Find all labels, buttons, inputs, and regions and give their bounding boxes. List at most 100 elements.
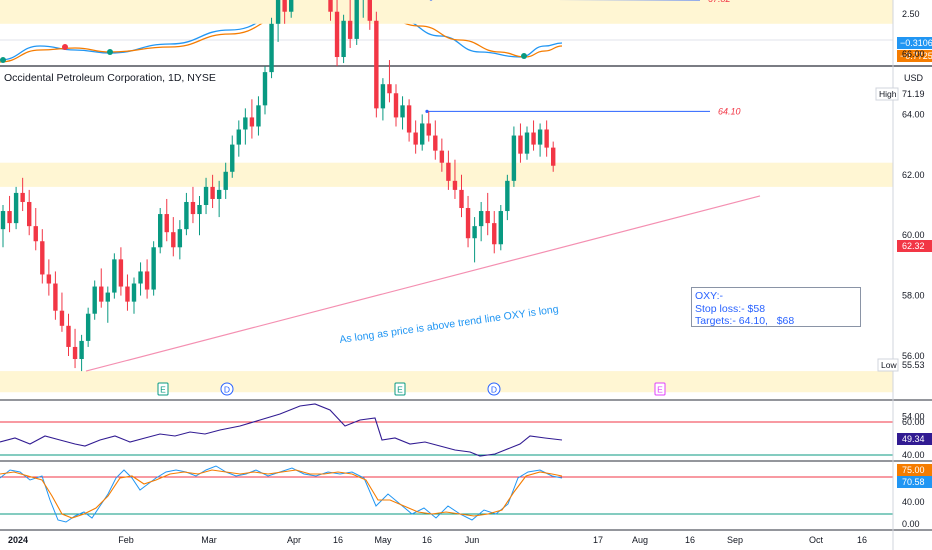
- signal-value-badge: [897, 50, 932, 62]
- candle-body: [85, 313, 91, 341]
- stoch-k-value: 75.00: [902, 465, 925, 475]
- signal-value: −0.7725: [900, 51, 932, 61]
- time-axis[interactable]: 2024 Feb Mar Apr 16 May 16 Jun 17 Aug 16 Sep Oct 16: [8, 535, 867, 545]
- candle-body: [465, 208, 471, 239]
- time-tick-label: Oct: [809, 535, 824, 545]
- stoch-axis-tick: 0.00: [902, 519, 920, 529]
- target-line-anchor: [425, 109, 429, 113]
- time-tick-label: Aug: [632, 535, 648, 545]
- candle-body: [216, 189, 222, 199]
- rsi-value-badge: [897, 433, 932, 445]
- event-marker-label: E: [160, 385, 166, 395]
- candle-body: [426, 123, 431, 136]
- target-line-anchor: [429, 0, 433, 1]
- last-price-badge: [897, 240, 932, 252]
- candle-body: [177, 229, 183, 248]
- rsi-axis-tick: 60.00: [902, 417, 925, 427]
- trend-line[interactable]: [85, 195, 761, 372]
- candle-body: [256, 105, 261, 127]
- candle-body: [498, 211, 503, 245]
- macd-value-badge: [897, 37, 932, 49]
- candle-body: [551, 147, 556, 166]
- candle-body: [13, 192, 19, 224]
- time-tick-label: 16: [333, 535, 343, 545]
- price-tick-label: 64.00: [902, 109, 925, 119]
- dividend-marker: [487, 382, 501, 396]
- candle-body: [289, 0, 294, 12]
- candle-body: [105, 292, 110, 302]
- macd-value: −0.3106: [900, 38, 932, 48]
- candle-body: [380, 84, 386, 109]
- candle-body: [230, 144, 235, 172]
- candle-body: [184, 201, 189, 230]
- rsi-line: [0, 403, 563, 457]
- candle-body: [46, 274, 52, 284]
- candle-body: [164, 214, 169, 233]
- candle-body: [0, 211, 6, 230]
- candle-body: [203, 186, 209, 205]
- candle-body: [210, 186, 215, 199]
- price-pane: 67.82 64.10 As long as price is above tre…: [0, 0, 893, 396]
- candle-body: [459, 189, 464, 209]
- candle-body: [413, 132, 418, 145]
- macd-cross-dot: [521, 53, 527, 59]
- candle-body: [138, 271, 143, 284]
- candle-body: [269, 23, 274, 73]
- time-tick-label: Jun: [465, 535, 480, 545]
- candle-body: [40, 241, 45, 275]
- candle-body: [400, 105, 405, 118]
- candle-body: [151, 247, 156, 290]
- candle-body: [112, 259, 117, 293]
- candle-body: [485, 211, 490, 224]
- stoch-axis-tick: 40.00: [902, 497, 925, 507]
- macd-cross-dot: [107, 49, 113, 55]
- event-marker-label: D: [491, 385, 497, 395]
- candle-body: [158, 214, 163, 248]
- time-tick-label: May: [374, 535, 392, 545]
- candle-body: [354, 0, 359, 39]
- candle-body: [249, 117, 255, 127]
- time-tick-label: Mar: [201, 535, 217, 545]
- rsi-axis-tick: 40.00: [902, 450, 925, 460]
- candle-body: [537, 129, 543, 145]
- candle-body: [53, 283, 58, 311]
- price-axis[interactable]: 54.0056.0058.0060.0062.0064.0066.0068.00…: [902, 0, 925, 421]
- candle-body: [144, 271, 150, 290]
- macd-cross-dot: [0, 57, 6, 63]
- price-tick-label: 66.00: [902, 49, 925, 59]
- support-resistance-zone: [0, 371, 893, 393]
- candle-body: [433, 135, 438, 151]
- candle-body: [531, 132, 536, 145]
- rsi-value: 49.34: [902, 434, 925, 444]
- candle-body: [393, 93, 399, 118]
- candle-body: [334, 11, 340, 58]
- trade-note[interactable]: OXY:- Stop loss:- $58 Targets:- 64.10, $…: [691, 287, 861, 327]
- candle-body: [99, 286, 104, 302]
- candle-body: [439, 150, 445, 163]
- candle-body: [190, 201, 196, 215]
- high-value: 71.19: [902, 89, 925, 99]
- candle-body: [420, 123, 425, 145]
- price-tick-label: 58.00: [902, 291, 925, 301]
- candle-body: [27, 201, 32, 227]
- candle-body: [125, 286, 130, 302]
- candle-body: [7, 211, 12, 224]
- candle-body: [478, 211, 484, 227]
- candle-body: [20, 192, 25, 202]
- candles: [0, 0, 556, 372]
- candle-body: [66, 325, 71, 347]
- candle-body: [367, 0, 372, 21]
- high-label: High: [879, 89, 897, 99]
- note-line: OXY:-: [695, 290, 724, 302]
- candle-body: [518, 135, 523, 154]
- note-line: Stop loss:- $58: [695, 302, 766, 315]
- candle-body: [452, 180, 458, 190]
- time-tick-label: 17: [593, 535, 603, 545]
- candle-body: [92, 286, 97, 314]
- candle-body: [243, 117, 248, 130]
- candle-body: [236, 129, 241, 145]
- candle-body: [197, 205, 202, 215]
- low-label: Low: [881, 360, 897, 370]
- stoch-k-badge: [897, 464, 932, 476]
